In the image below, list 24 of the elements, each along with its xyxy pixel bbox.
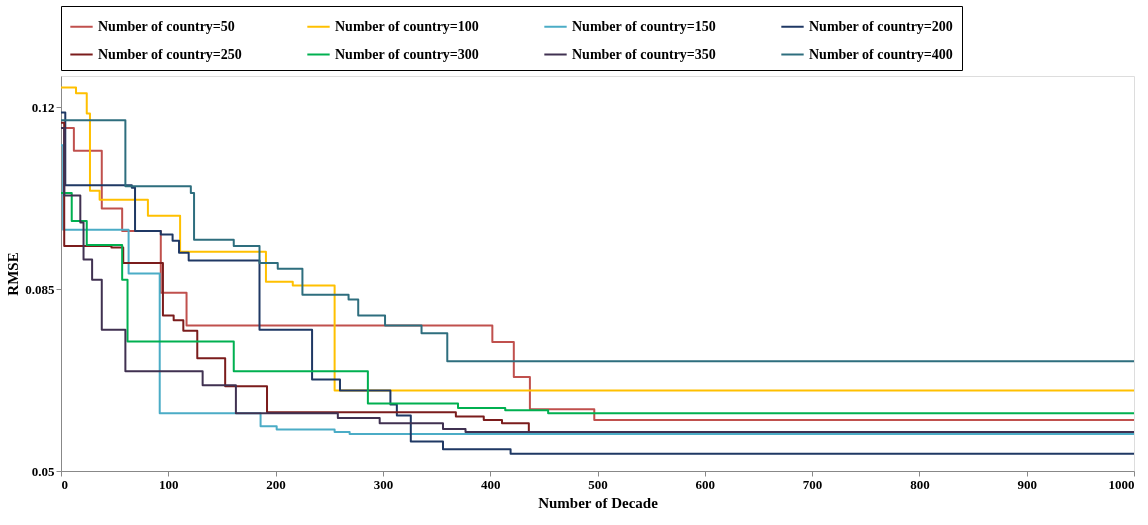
y-tick-label: 0.05 [31, 463, 55, 479]
legend-label: Number of country=400 [809, 46, 953, 62]
legend-label: Number of country=250 [98, 46, 242, 62]
legend-label: Number of country=100 [335, 18, 479, 34]
x-tick-label: 300 [373, 476, 394, 492]
y-tick-label: 0.12 [31, 99, 55, 115]
x-tick-label: 0 [61, 476, 68, 492]
x-tick-label: 600 [695, 476, 716, 492]
x-tick-label: 500 [588, 476, 608, 492]
x-tick-label: 700 [802, 476, 823, 492]
x-tick-label: 100 [159, 476, 179, 492]
y-axis-title: RMSE [5, 252, 22, 296]
legend-label: Number of country=300 [335, 46, 479, 62]
x-tick-label: 1000 [1108, 476, 1135, 492]
legend-label: Number of country=50 [98, 18, 235, 34]
x-axis-title: Number of Decade [538, 494, 659, 511]
x-tick-label: 400 [480, 476, 501, 492]
legend-label: Number of country=350 [572, 46, 716, 62]
x-tick-label: 200 [266, 476, 286, 492]
legend-label: Number of country=200 [809, 18, 953, 34]
y-tick-label: 0.085 [25, 281, 55, 297]
x-tick-label: 900 [1017, 476, 1037, 492]
legend-label: Number of country=150 [572, 18, 716, 34]
x-tick-label: 800 [910, 476, 930, 492]
